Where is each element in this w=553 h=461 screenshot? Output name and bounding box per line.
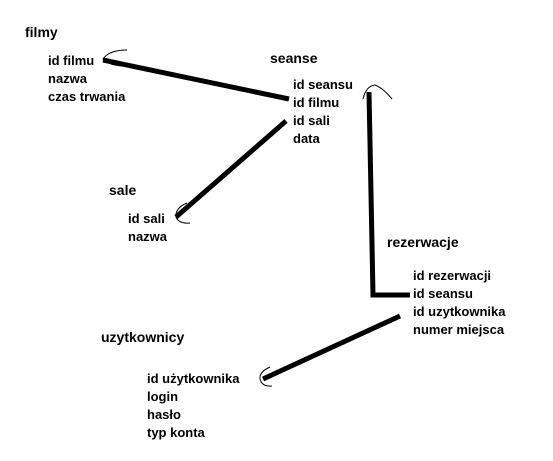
crowfoot-hook-sale: [175, 202, 191, 224]
field-sale-id-sali: id sali: [128, 211, 165, 226]
field-seanse-id-seansu: id seansu: [293, 77, 353, 92]
relation-line-seanse-sale: [174, 119, 288, 219]
crowfoot-hook-seanse: [362, 84, 393, 100]
entity-title-rezerwacje: rezerwacje: [387, 234, 459, 250]
entity-fields-sale: id sali nazwa: [128, 210, 167, 246]
field-sale-nazwa: nazwa: [128, 229, 168, 244]
entity-fields-rezerwacje: id rezerwacji id seansu id uzytkownika n…: [413, 267, 505, 339]
crowfoot-hook-uzytkownicy: [259, 366, 273, 387]
field-rezerwacje-numer-miejsca: numer miejsca: [413, 322, 505, 337]
field-seanse-id-sali: id sali: [293, 113, 330, 128]
crowfoot-hook-filmy: [102, 49, 128, 67]
relation-line-filmy-seanse: [102, 57, 290, 102]
field-rezerwacje-id-rezerwacji: id rezerwacji: [413, 268, 492, 283]
field-filmy-czas-trwania: czas trwania: [48, 89, 126, 104]
field-seanse-id-filmu: id filmu: [293, 95, 340, 110]
entity-title-filmy: filmy: [25, 24, 58, 40]
entity-fields-filmy: id filmu nazwa czas trwania: [48, 52, 125, 106]
field-uzytkownicy-typ-konta: typ konta: [147, 425, 205, 440]
relation-line-rezerwacje-seanse: [366, 91, 410, 298]
entity-fields-uzytkownicy: id użytkownika login hasło typ konta: [147, 370, 239, 442]
field-filmy-id-filmu: id filmu: [48, 53, 95, 68]
field-seanse-data: data: [293, 131, 320, 146]
entity-title-seanse: seanse: [270, 50, 318, 66]
field-rezerwacje-id-seansu: id seansu: [413, 286, 473, 301]
field-uzytkownicy-login: login: [147, 389, 179, 404]
field-filmy-nazwa: nazwa: [48, 71, 88, 86]
field-uzytkownicy-id-uzytkownika: id użytkownika: [147, 371, 240, 386]
field-uzytkownicy-haslo: hasło: [147, 407, 181, 422]
entity-title-uzytkownicy: uzytkownicy: [101, 329, 185, 345]
relation-line-rezerwacje-uzytkownicy: [261, 313, 402, 382]
entity-fields-seanse: id seansu id filmu id sali data: [293, 76, 353, 148]
field-rezerwacje-id-uzytkownika: id uzytkownika: [413, 304, 506, 319]
entity-title-sale: sale: [109, 182, 137, 198]
